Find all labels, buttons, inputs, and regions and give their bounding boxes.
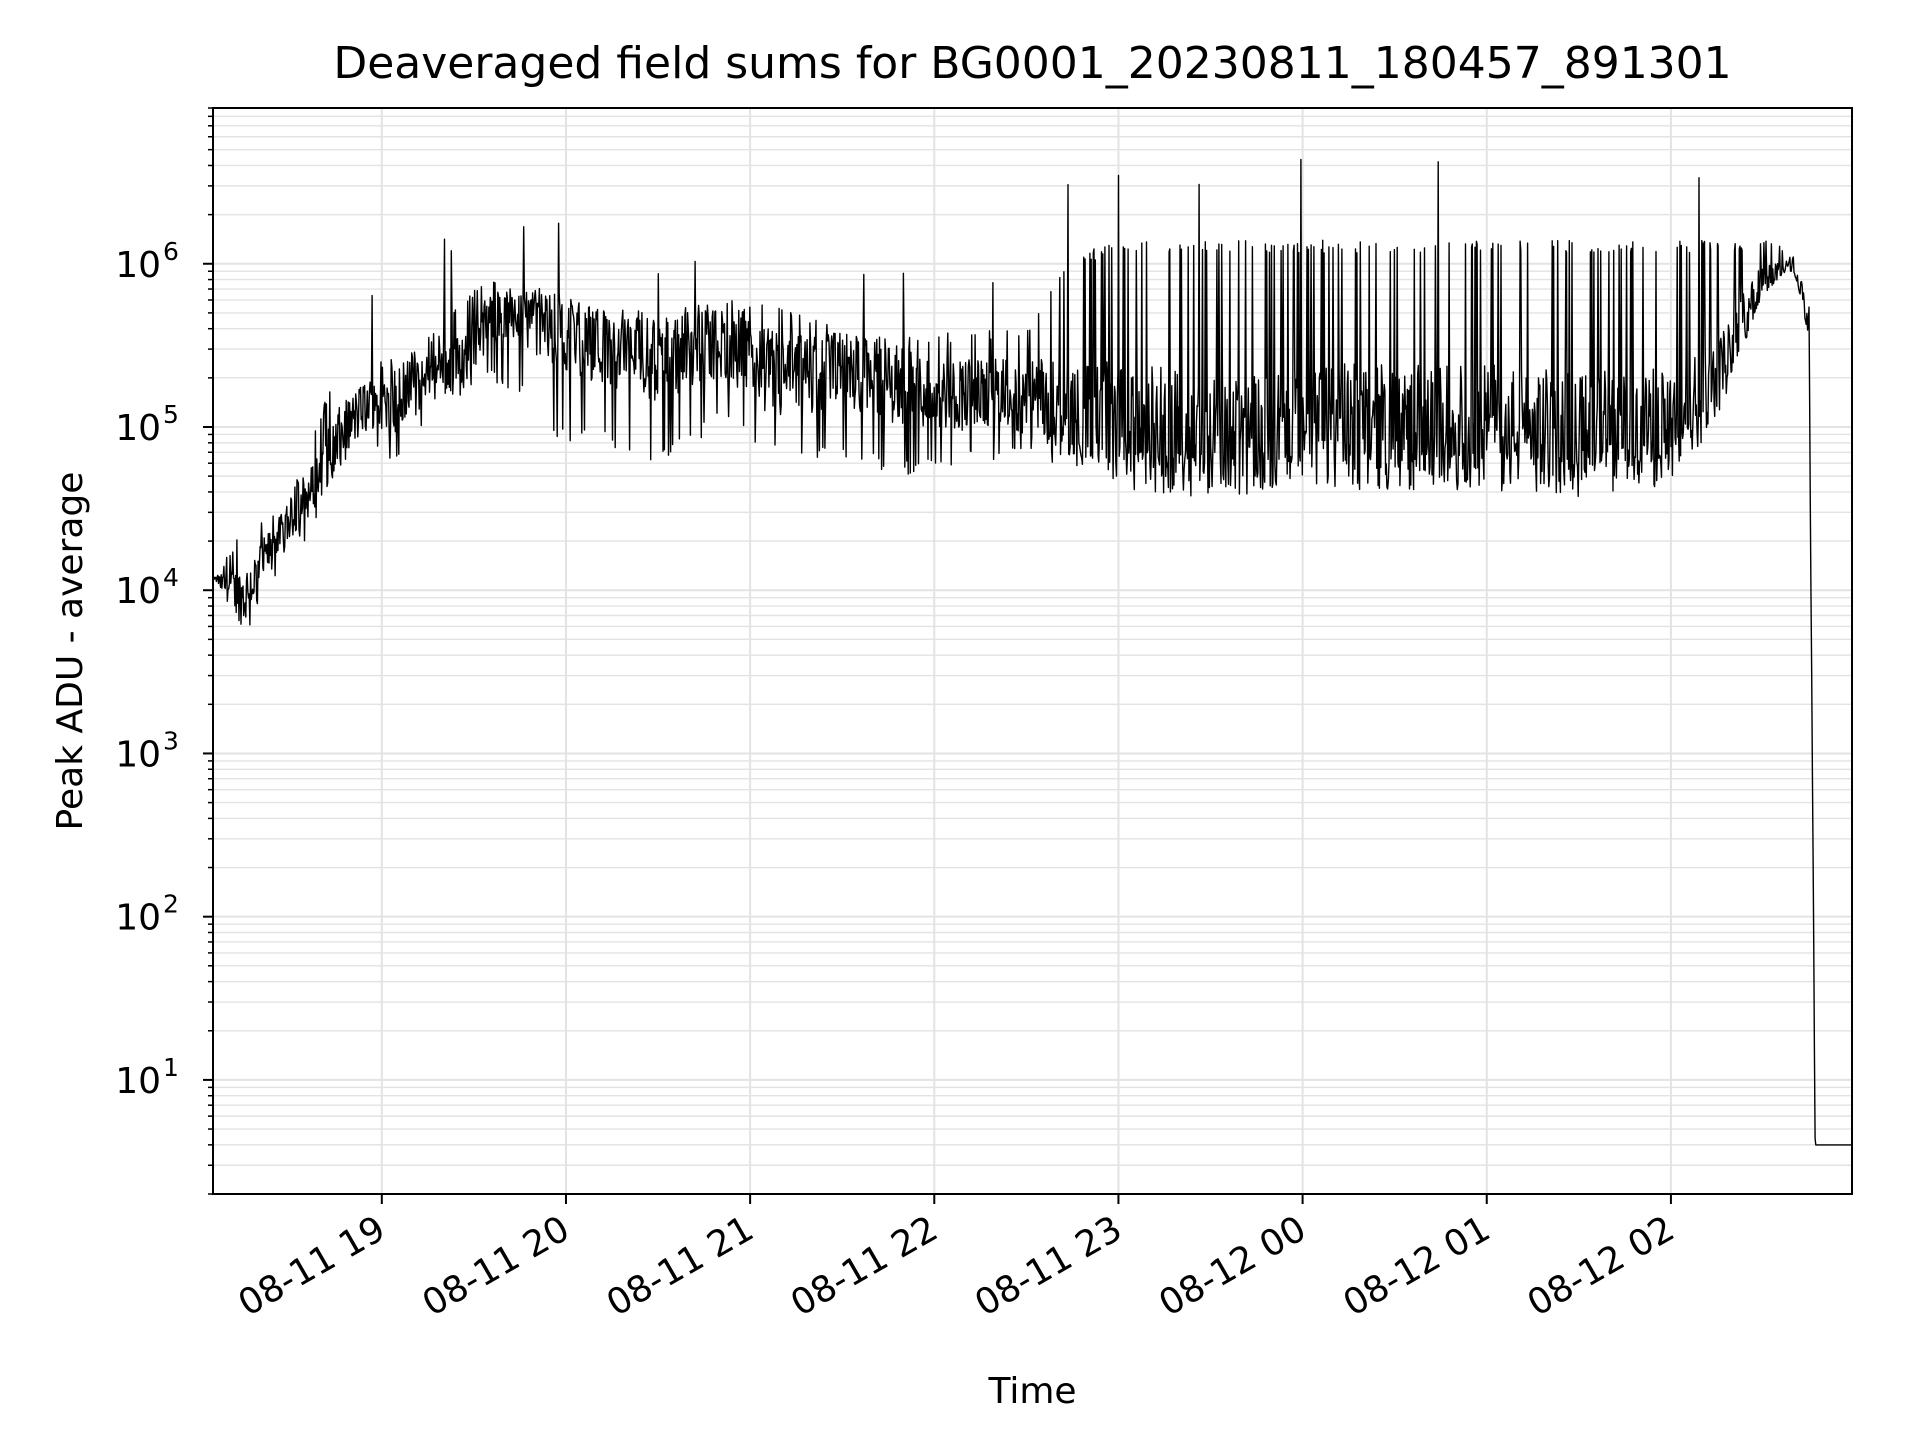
series-line (212, 158, 1852, 1146)
y-tick-label: 10 1 (115, 1053, 179, 1102)
y-tick-label: 10 5 (115, 400, 179, 449)
y-tick-exponent: 5 (163, 400, 179, 429)
series-layer (212, 158, 1852, 1146)
y-tick-label: 10 6 (115, 237, 179, 286)
y-tick-exponent: 1 (163, 1053, 179, 1082)
y-tick-base: 10 (115, 571, 161, 612)
y-tick-exponent: 3 (163, 726, 179, 755)
chart-title: Deaveraged field sums for BG0001_2023081… (333, 38, 1731, 89)
y-tick-label: 10 3 (115, 726, 179, 775)
y-tick-base: 10 (115, 408, 161, 449)
y-tick-base: 10 (115, 1061, 161, 1102)
y-tick-exponent: 2 (163, 890, 179, 919)
y-tick-label: 10 4 (115, 563, 179, 612)
y-tick-base: 10 (115, 898, 161, 939)
y-tick-label: 10 2 (115, 890, 179, 939)
y-axis-label: Peak ADU - average (50, 472, 91, 831)
y-tick-exponent: 6 (163, 237, 179, 266)
y-tick-base: 10 (115, 245, 161, 286)
x-axis-label: Time (987, 1371, 1076, 1412)
y-tick-base: 10 (115, 734, 161, 775)
plot-frame (212, 107, 1853, 1195)
y-tick-exponent: 4 (163, 563, 179, 592)
